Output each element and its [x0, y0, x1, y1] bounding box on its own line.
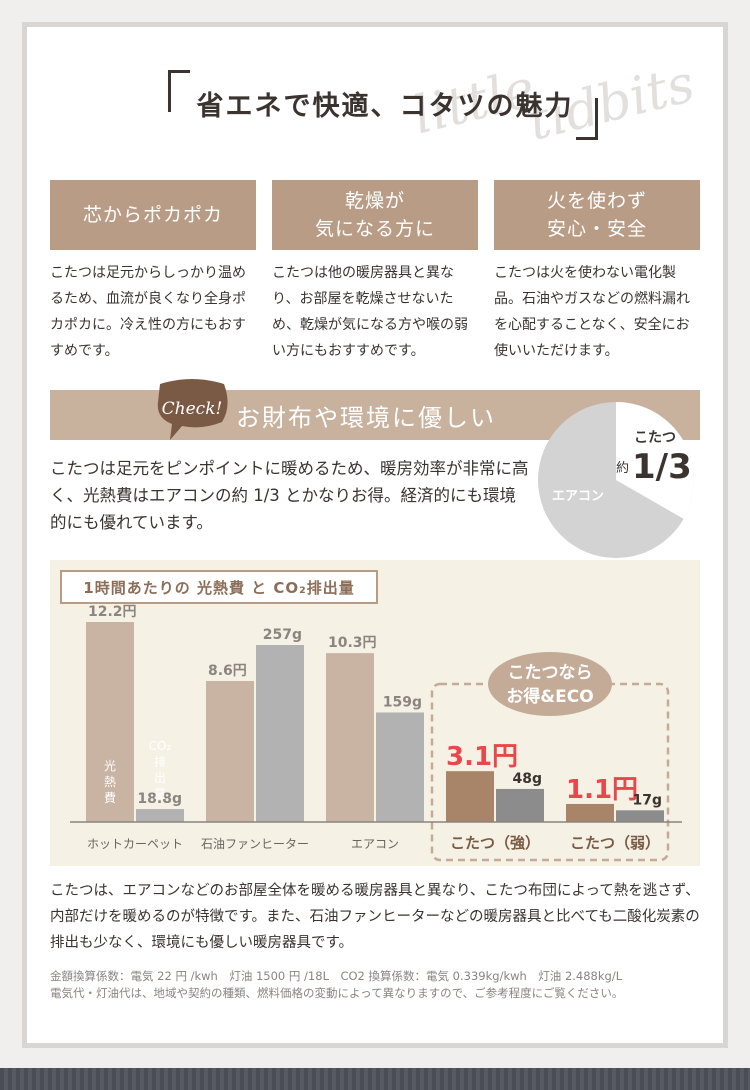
feature-safety: 火を使わず 安心・安全 こたつは火を使わない電化製品。石油やガスなどの燃料漏れを… — [494, 180, 700, 364]
chart-title: 1時間あたりの 光熱費 と CO₂排出量 — [60, 570, 378, 604]
co2-bar-label: 出 — [154, 771, 166, 785]
cost-co2-chart: こたつなら お得&ECO 12.2円 18.8g ホットカーペット 8.6円 257g 石… — [70, 604, 682, 862]
category-label: こたつ（強） — [450, 834, 540, 852]
pie-aircon-label: エアコン — [552, 489, 604, 504]
section-title: 省エネで快適、コタツの魅力 — [168, 70, 598, 140]
footnote: 金額換算係数：電気 22 円 /kwh 灯油 1500 円 /18L CO2 換… — [50, 968, 710, 1002]
cost-bar — [446, 771, 494, 822]
cost-bar — [206, 681, 254, 822]
co2-bar — [136, 809, 184, 822]
footnote-disclaimer: 電気代・灯油代は、地域や契約の種類、燃料価格の変動によって異なりますので、ご参考… — [50, 986, 624, 1000]
cost-value-label: 10.3円 — [328, 635, 377, 651]
feature-heading: 乾燥が 気になる方に — [314, 190, 435, 240]
callout-line2: お得&ECO — [506, 686, 593, 707]
kotatsu-callout-bubble — [488, 652, 612, 716]
pie-kotatsu-slice — [616, 402, 694, 519]
description: こたつは、エアコンなどのお部屋全体を暖める暖房器具と異なり、こたつ布団によって熱… — [50, 883, 700, 951]
co2-bar — [496, 788, 544, 822]
cost-value-label: 8.6円 — [208, 663, 247, 679]
co2-bar-label: 排 — [154, 755, 166, 769]
cost-value-label: 3.1円 — [446, 742, 518, 772]
feature-heading: 芯からポカポカ — [82, 204, 223, 226]
co2-value-label: 257g — [263, 627, 302, 643]
feature-body: こたつは他の暖房器具と異なり、お部屋を乾燥させないため、乾燥が気になる方や喉の弱… — [272, 265, 468, 359]
co2-bar-label: CO₂ — [149, 739, 172, 753]
co2-value-label: 18.8g — [137, 791, 182, 807]
feature-body: こたつは火を使わない電化製品。石油やガスなどの燃料漏れを心配することなく、安全に… — [494, 265, 690, 359]
bottom-band — [0, 1068, 750, 1090]
callout-line1: こたつなら — [508, 663, 593, 683]
feature-dryness: 乾燥が 気になる方に こたつは他の暖房器具と異なり、お部屋を乾燥させないため、乾… — [272, 180, 478, 364]
pie-approx-label: 約 — [616, 461, 629, 476]
cost-bar-label: 熱 — [104, 775, 116, 789]
check-speech-badge: Check! — [157, 379, 228, 440]
pie-kotatsu-label: こたつ — [634, 430, 676, 446]
pie-fraction-label: 1/3 — [632, 447, 692, 487]
co2-bar — [376, 712, 424, 822]
check-badge-text: Check! — [162, 399, 223, 419]
page-title: 省エネで快適、コタツの魅力 — [196, 91, 574, 122]
category-label: こたつ（弱） — [570, 834, 660, 852]
cost-bar-label: 光 — [104, 759, 116, 773]
co2-value-label: 159g — [383, 694, 422, 710]
cost-value-label: 12.2円 — [88, 604, 137, 620]
footnote-coefficients: 金額換算係数：電気 22 円 /kwh 灯油 1500 円 /18L CO2 換… — [50, 969, 623, 983]
cost-bar — [86, 622, 134, 822]
cost-bar — [326, 653, 374, 822]
co2-value-label: 17g — [632, 792, 662, 808]
cost-pie: こたつ 約 1/3 エアコン — [538, 402, 694, 558]
check-title: お財布や環境に優しい — [236, 404, 496, 432]
feature-warmth: 芯からポカポカ こたつは足元からしっかり温めるため、血流が良くなり全身ポカポカに… — [50, 180, 256, 364]
co2-bar — [616, 810, 664, 822]
category-label: エアコン — [351, 837, 399, 851]
co2-bar-label: 量 — [154, 787, 166, 801]
co2-value-label: 48g — [512, 771, 542, 787]
category-label: 石油ファンヒーター — [201, 837, 309, 851]
co2-bar — [256, 645, 304, 822]
cost-bar-label: 費 — [104, 790, 116, 805]
feature-heading: 火を使わず 安心・安全 — [546, 190, 647, 240]
cost-value-label: 1.1円 — [566, 775, 638, 805]
savings-text: こたつは足元をピンポイントに暖めるため、暖房効率が非常に高く、光熱費はエアコンの… — [50, 459, 529, 532]
cost-bar — [566, 803, 614, 822]
category-label: ホットカーペット — [87, 837, 183, 851]
feature-body: こたつは足元からしっかり温めるため、血流が良くなり全身ポカポカに。冷え性の方にも… — [50, 265, 246, 359]
